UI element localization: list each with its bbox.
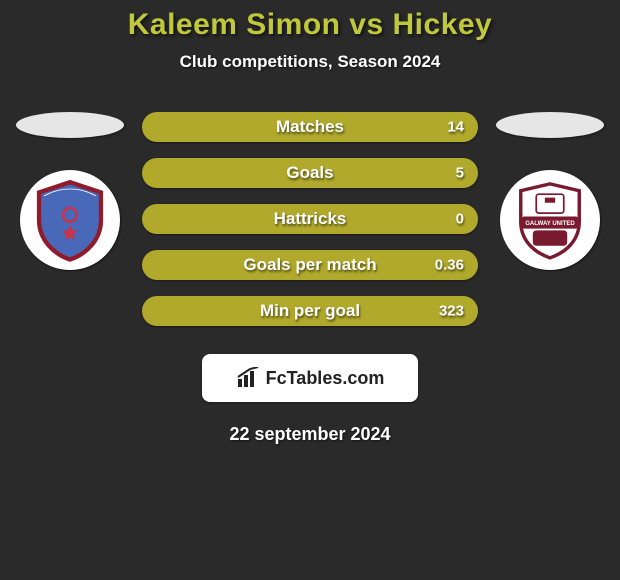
stat-label: Min per goal <box>260 301 360 321</box>
left-team-badge <box>20 170 120 270</box>
date-label: 22 september 2024 <box>0 424 620 445</box>
svg-text:GALWAY UNITED: GALWAY UNITED <box>525 221 575 227</box>
page-title: Kaleem Simon vs Hickey <box>0 8 620 42</box>
left-player-oval <box>16 112 124 138</box>
stat-label: Goals per match <box>243 255 376 275</box>
stat-bar: Min per goal 323 <box>142 296 478 326</box>
right-player-oval <box>496 112 604 138</box>
right-team-badge: GALWAY UNITED <box>500 170 600 270</box>
stat-label: Goals <box>286 163 333 183</box>
stats-bars: Matches 14 Goals 5 Hattricks 0 Goals per match… <box>130 112 490 326</box>
stat-bar: Goals per match 0.36 <box>142 250 478 280</box>
stat-label: Hattricks <box>274 209 347 229</box>
stat-bar: Goals 5 <box>142 158 478 188</box>
left-side <box>10 112 130 270</box>
stat-value: 0 <box>456 211 464 228</box>
subtitle: Club competitions, Season 2024 <box>0 52 620 72</box>
stat-value: 14 <box>447 119 464 136</box>
bar-chart-icon <box>236 367 262 389</box>
comparison-card: Kaleem Simon vs Hickey Club competitions… <box>0 0 620 445</box>
main-row: Matches 14 Goals 5 Hattricks 0 Goals per match… <box>0 112 620 326</box>
brand-text: FcTables.com <box>266 368 385 389</box>
stat-bar: Matches 14 <box>142 112 478 142</box>
stat-value: 5 <box>456 165 464 182</box>
stat-value: 323 <box>439 303 464 320</box>
stat-bar: Hattricks 0 <box>142 204 478 234</box>
right-side: GALWAY UNITED <box>490 112 610 270</box>
stat-value: 0.36 <box>435 257 464 274</box>
shield-icon <box>27 177 113 263</box>
stat-label: Matches <box>276 117 344 137</box>
shield-icon: GALWAY UNITED <box>507 177 593 263</box>
brand-box[interactable]: FcTables.com <box>202 354 418 402</box>
